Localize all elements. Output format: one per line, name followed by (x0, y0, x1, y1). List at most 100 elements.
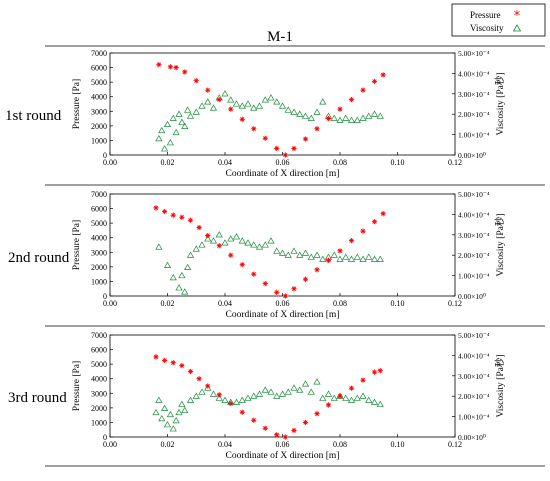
y-tick-label: 5000 (91, 78, 107, 87)
pressure-point (377, 368, 383, 374)
viscosity-point (215, 231, 223, 238)
pressure-point (371, 78, 378, 85)
viscosity-point (301, 112, 310, 119)
pressure-point (371, 219, 378, 225)
y-tick-label: 7000 (91, 190, 107, 199)
viscosity-point (238, 396, 246, 403)
y2-tick-label: 4.00×10⁻⁴ (458, 210, 490, 219)
viscosity-point (370, 398, 379, 405)
x-tick-label: 0.04 (218, 158, 232, 167)
pressure-point (360, 377, 366, 383)
viscosity-point (221, 396, 229, 403)
legend: Pressure * Viscosity (451, 3, 546, 37)
viscosity-point (324, 390, 333, 397)
chart-panel-2nd-round: 0.00 0.02 0.04 0.06 0.08 0.10 0.12 0 1000 2000 300… (72, 190, 506, 320)
pressure-point (251, 417, 257, 423)
viscosity-point (198, 241, 206, 248)
pressure-point (337, 248, 343, 254)
viscosity-point (192, 108, 200, 115)
pressure-point (314, 126, 320, 132)
legend-viscosity-marker (512, 24, 522, 32)
viscosity-point (365, 112, 373, 119)
viscosity-point (313, 251, 321, 258)
viscosity-point (267, 94, 275, 101)
pressure-point (216, 97, 222, 103)
viscosity-point (166, 139, 174, 146)
viscosity-point (250, 392, 258, 399)
viscosity-point (301, 380, 310, 387)
pressure-point (262, 281, 268, 287)
pressure-point (251, 271, 257, 277)
y-axis-label: Pressure [Pa] (72, 220, 82, 270)
viscosity-point (342, 114, 350, 121)
viscosity-point (192, 392, 200, 399)
pressure-point (216, 243, 222, 249)
y-tick-label: 0 (103, 292, 107, 301)
y-tick-label: 4000 (91, 375, 107, 384)
x-tick-label: 0.06 (276, 158, 290, 167)
pressure-point (262, 425, 268, 431)
y-tick-label: 4000 (91, 234, 107, 243)
viscosity-point (376, 112, 384, 119)
viscosity-point (221, 239, 229, 246)
pressure-point (360, 228, 366, 234)
y2-tick-label: 2.00×10⁻⁴ (458, 110, 490, 119)
viscosity-point (307, 253, 315, 260)
viscosity-point (238, 102, 246, 109)
plot-frame (109, 334, 456, 438)
viscosity-point (178, 271, 186, 279)
pressure-point (380, 72, 386, 78)
viscosity-point (227, 96, 235, 103)
viscosity-point (209, 104, 218, 111)
pressure-point (371, 369, 378, 375)
viscosity-point (273, 392, 281, 399)
viscosity-point (155, 396, 163, 403)
viscosity-point (204, 235, 212, 242)
pressure-point (228, 400, 234, 407)
viscosity-point (209, 237, 218, 244)
x-tick-label: 0.02 (161, 158, 175, 167)
pressure-point (196, 224, 202, 231)
y2-tick-label: 1.00×10⁻⁴ (458, 413, 490, 422)
pressure-point (302, 136, 309, 142)
viscosity-point (347, 116, 356, 123)
viscosity-point (307, 114, 315, 121)
y-tick-label: 1000 (91, 277, 107, 286)
viscosity-point (163, 261, 172, 268)
viscosity-point (244, 100, 252, 107)
plot-frame (109, 193, 456, 297)
y-tick-label: 0 (103, 433, 107, 442)
viscosity-point (296, 386, 304, 393)
pressure-point (325, 115, 332, 122)
viscosity-point (244, 239, 252, 246)
viscosity-point (261, 96, 269, 103)
x-tick-label: 0.12 (448, 440, 462, 449)
pressure-point (337, 106, 343, 112)
y-tick-label: 2000 (91, 122, 107, 131)
y-tick-label: 3000 (91, 107, 107, 116)
viscosity-point (250, 241, 258, 248)
pressure-point (314, 267, 320, 273)
viscosity-point (273, 247, 281, 254)
viscosity-point (284, 251, 292, 258)
y-tick-label: 6000 (91, 205, 107, 214)
y-axis-label: Pressure [Pa] (72, 361, 82, 411)
x-tick-label: 0.10 (391, 158, 405, 167)
pressure-point (170, 360, 176, 366)
pressure-point (196, 376, 202, 382)
y-tick-label: 5000 (91, 360, 107, 369)
viscosity-point (267, 388, 275, 395)
y2-axis-label: Viscosity [Pa秒] (494, 354, 506, 417)
pressure-point (179, 214, 185, 220)
viscosity-point (184, 263, 192, 270)
viscosity-point (284, 388, 292, 395)
viscosity-point (353, 253, 361, 260)
viscosity-point (319, 394, 327, 401)
pressure-point (216, 392, 222, 398)
viscosity-point (347, 396, 356, 403)
viscosity-point (221, 90, 229, 97)
viscosity-point (172, 416, 180, 424)
pressure-point (274, 432, 280, 438)
x-axis-label: Coordinate of X direction [m] (226, 309, 340, 320)
